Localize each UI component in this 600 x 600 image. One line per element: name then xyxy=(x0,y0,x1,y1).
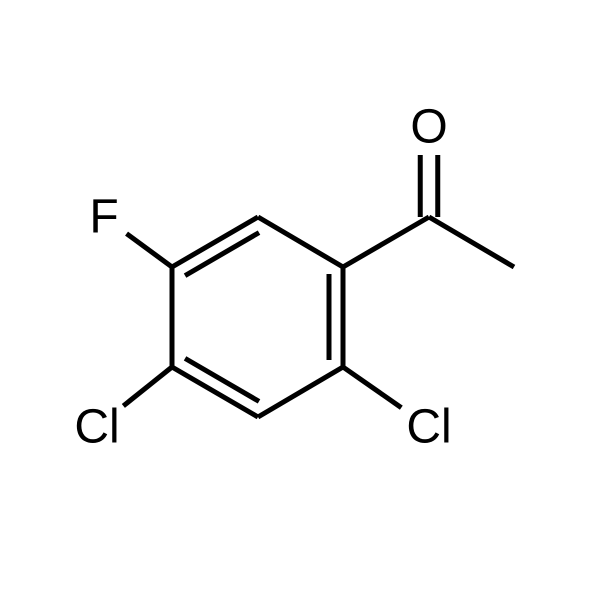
bond xyxy=(343,217,429,267)
bond xyxy=(420,155,438,217)
atom-label-f: F xyxy=(89,191,118,244)
molecule-diagram: O Cl Cl F xyxy=(0,0,600,600)
svg-text:F: F xyxy=(89,191,118,244)
atom-label-o: O xyxy=(410,101,447,154)
atom-label-cl: Cl xyxy=(74,401,119,454)
atom-label-cl: Cl xyxy=(406,401,451,454)
bond xyxy=(329,267,343,367)
bond xyxy=(172,358,259,417)
bond xyxy=(127,234,172,267)
svg-text:O: O xyxy=(410,101,447,154)
bond xyxy=(258,367,343,417)
svg-text:Cl: Cl xyxy=(74,401,119,454)
bond xyxy=(429,217,514,267)
bond xyxy=(172,217,259,276)
svg-text:Cl: Cl xyxy=(406,401,451,454)
bond xyxy=(343,367,401,408)
bond xyxy=(123,367,172,406)
bond xyxy=(258,217,343,267)
